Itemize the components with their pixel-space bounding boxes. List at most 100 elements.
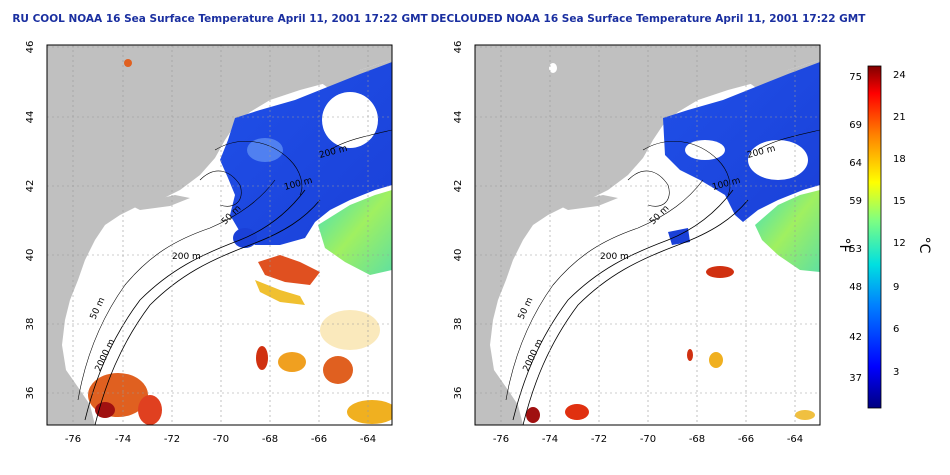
right-slope-water bbox=[755, 190, 820, 272]
right-map: 200 m 100 m 50 m 200 m 50 m 2000 m bbox=[475, 45, 820, 425]
left-contour-2000 bbox=[94, 199, 321, 425]
right-warm-patch-2 bbox=[687, 349, 693, 361]
colorbar-f-ticks: 75 69 64 59 53 48 42 37 bbox=[849, 72, 862, 384]
right-small-patch bbox=[549, 63, 557, 73]
right-lon-tick: -72 bbox=[591, 434, 607, 445]
right-contour-100b bbox=[757, 129, 820, 151]
right-lat-tick: 42 bbox=[453, 180, 464, 193]
right-contour-200 bbox=[512, 189, 734, 421]
left-lat-tick: 38 bbox=[25, 318, 36, 331]
left-lon-tick: -76 bbox=[65, 434, 81, 445]
left-map: 200 m 100 m 50 m 200 m 50 m 2000 m bbox=[47, 45, 392, 425]
left-lat-tick: 40 bbox=[25, 249, 36, 262]
left-lat-tick: 36 bbox=[25, 387, 36, 400]
left-patch-1 bbox=[278, 352, 306, 372]
left-lon-tick: -66 bbox=[311, 434, 327, 445]
right-warm-patch-3 bbox=[709, 352, 723, 368]
left-grid bbox=[47, 45, 392, 425]
c-tick: 24 bbox=[893, 70, 906, 81]
left-label-200: 200 m bbox=[172, 252, 201, 262]
left-lon-tick: -68 bbox=[262, 434, 278, 445]
right-lon-tick: -66 bbox=[738, 434, 754, 445]
right-lon-tick: -74 bbox=[542, 434, 558, 445]
left-land bbox=[47, 45, 392, 425]
c-tick: 6 bbox=[893, 324, 899, 335]
f-tick: 75 bbox=[849, 72, 862, 83]
left-lon-axis: -76 -74 -72 -70 -68 -66 -64 bbox=[65, 434, 376, 445]
f-tick: 48 bbox=[849, 282, 862, 293]
right-warm-patch-6 bbox=[795, 410, 815, 420]
right-lat-tick: 36 bbox=[453, 387, 464, 400]
right-lon-tick: -64 bbox=[787, 434, 803, 445]
left-lon-tick: -64 bbox=[360, 434, 376, 445]
right-lat-tick: 44 bbox=[453, 111, 464, 124]
right-warm-patch-1 bbox=[706, 266, 734, 278]
left-yellow-band bbox=[255, 280, 305, 305]
c-tick: 18 bbox=[893, 154, 906, 165]
colorbar: °F °C 75 69 64 59 53 48 42 37 24 21 18 1… bbox=[836, 65, 932, 409]
right-contour-2000 bbox=[522, 199, 749, 425]
left-lon-tick: -72 bbox=[164, 434, 180, 445]
right-grid bbox=[475, 45, 820, 425]
right-lon-tick: -76 bbox=[493, 434, 509, 445]
right-label-200: 200 m bbox=[600, 252, 629, 262]
f-tick: 59 bbox=[849, 196, 862, 207]
left-contour-100b bbox=[329, 129, 392, 151]
f-tick: 53 bbox=[849, 244, 862, 255]
left-lat-axis: 46 44 42 40 38 36 bbox=[25, 41, 36, 400]
left-map-frame bbox=[46, 44, 393, 426]
right-contour-50 bbox=[505, 179, 704, 401]
c-tick: 15 bbox=[893, 196, 906, 207]
right-lon-axis: -76 -74 -72 -70 -68 -66 -64 bbox=[493, 434, 803, 445]
left-patch-3 bbox=[323, 356, 353, 384]
colorbar-f-label: °F bbox=[836, 237, 852, 252]
f-tick: 64 bbox=[849, 158, 862, 169]
right-warm-patch-4 bbox=[565, 404, 589, 420]
right-lat-tick: 46 bbox=[453, 41, 464, 54]
right-lat-axis: 46 44 42 40 38 36 bbox=[453, 41, 464, 400]
left-patch-2 bbox=[256, 346, 268, 370]
right-cold-water bbox=[663, 62, 820, 222]
left-contour-50 bbox=[77, 179, 276, 401]
right-contour-georges bbox=[627, 170, 670, 207]
left-lon-tick: -74 bbox=[115, 434, 131, 445]
left-contour-georges bbox=[199, 170, 242, 207]
left-long-island bbox=[130, 195, 190, 210]
c-tick: 21 bbox=[893, 112, 906, 123]
right-lon-tick: -70 bbox=[640, 434, 656, 445]
c-tick: 12 bbox=[893, 238, 906, 249]
left-contour-200 bbox=[84, 189, 306, 421]
left-map-title: RU COOL NOAA 16 Sea Surface Temperature … bbox=[12, 13, 428, 25]
c-tick: 3 bbox=[893, 367, 899, 378]
left-patch-8 bbox=[138, 395, 162, 425]
f-tick: 37 bbox=[849, 373, 862, 384]
right-contour-100 bbox=[642, 140, 731, 196]
left-patch-4 bbox=[320, 310, 380, 350]
c-tick: 9 bbox=[893, 282, 899, 293]
left-slope-water bbox=[318, 190, 392, 275]
f-tick: 42 bbox=[849, 332, 862, 343]
left-lat-tick: 46 bbox=[25, 41, 36, 54]
right-lat-tick: 40 bbox=[453, 249, 464, 262]
f-tick: 69 bbox=[849, 120, 862, 131]
left-patch-9 bbox=[124, 59, 132, 67]
left-cloud-patch bbox=[322, 92, 378, 148]
right-map-frame bbox=[474, 44, 821, 426]
right-long-island bbox=[558, 195, 618, 210]
right-lat-tick: 38 bbox=[453, 318, 464, 331]
right-land bbox=[475, 45, 820, 425]
left-contour-100 bbox=[214, 140, 303, 196]
colorbar-gradient bbox=[867, 65, 882, 409]
right-map-title: DECLOUDED NOAA 16 Sea Surface Temperatur… bbox=[431, 13, 867, 25]
left-patch-5 bbox=[347, 400, 392, 424]
right-warm-patch-5 bbox=[526, 407, 540, 423]
colorbar-c-label: °C bbox=[916, 237, 932, 254]
left-gulf-patch bbox=[247, 138, 283, 162]
left-lat-tick: 44 bbox=[25, 111, 36, 124]
left-lat-tick: 42 bbox=[25, 180, 36, 193]
right-cloud-patch bbox=[748, 140, 808, 180]
left-lon-tick: -70 bbox=[213, 434, 229, 445]
colorbar-c-ticks: 24 21 18 15 12 9 6 3 bbox=[893, 70, 906, 378]
left-warm-streak bbox=[258, 255, 320, 285]
left-patch-7 bbox=[95, 402, 115, 418]
